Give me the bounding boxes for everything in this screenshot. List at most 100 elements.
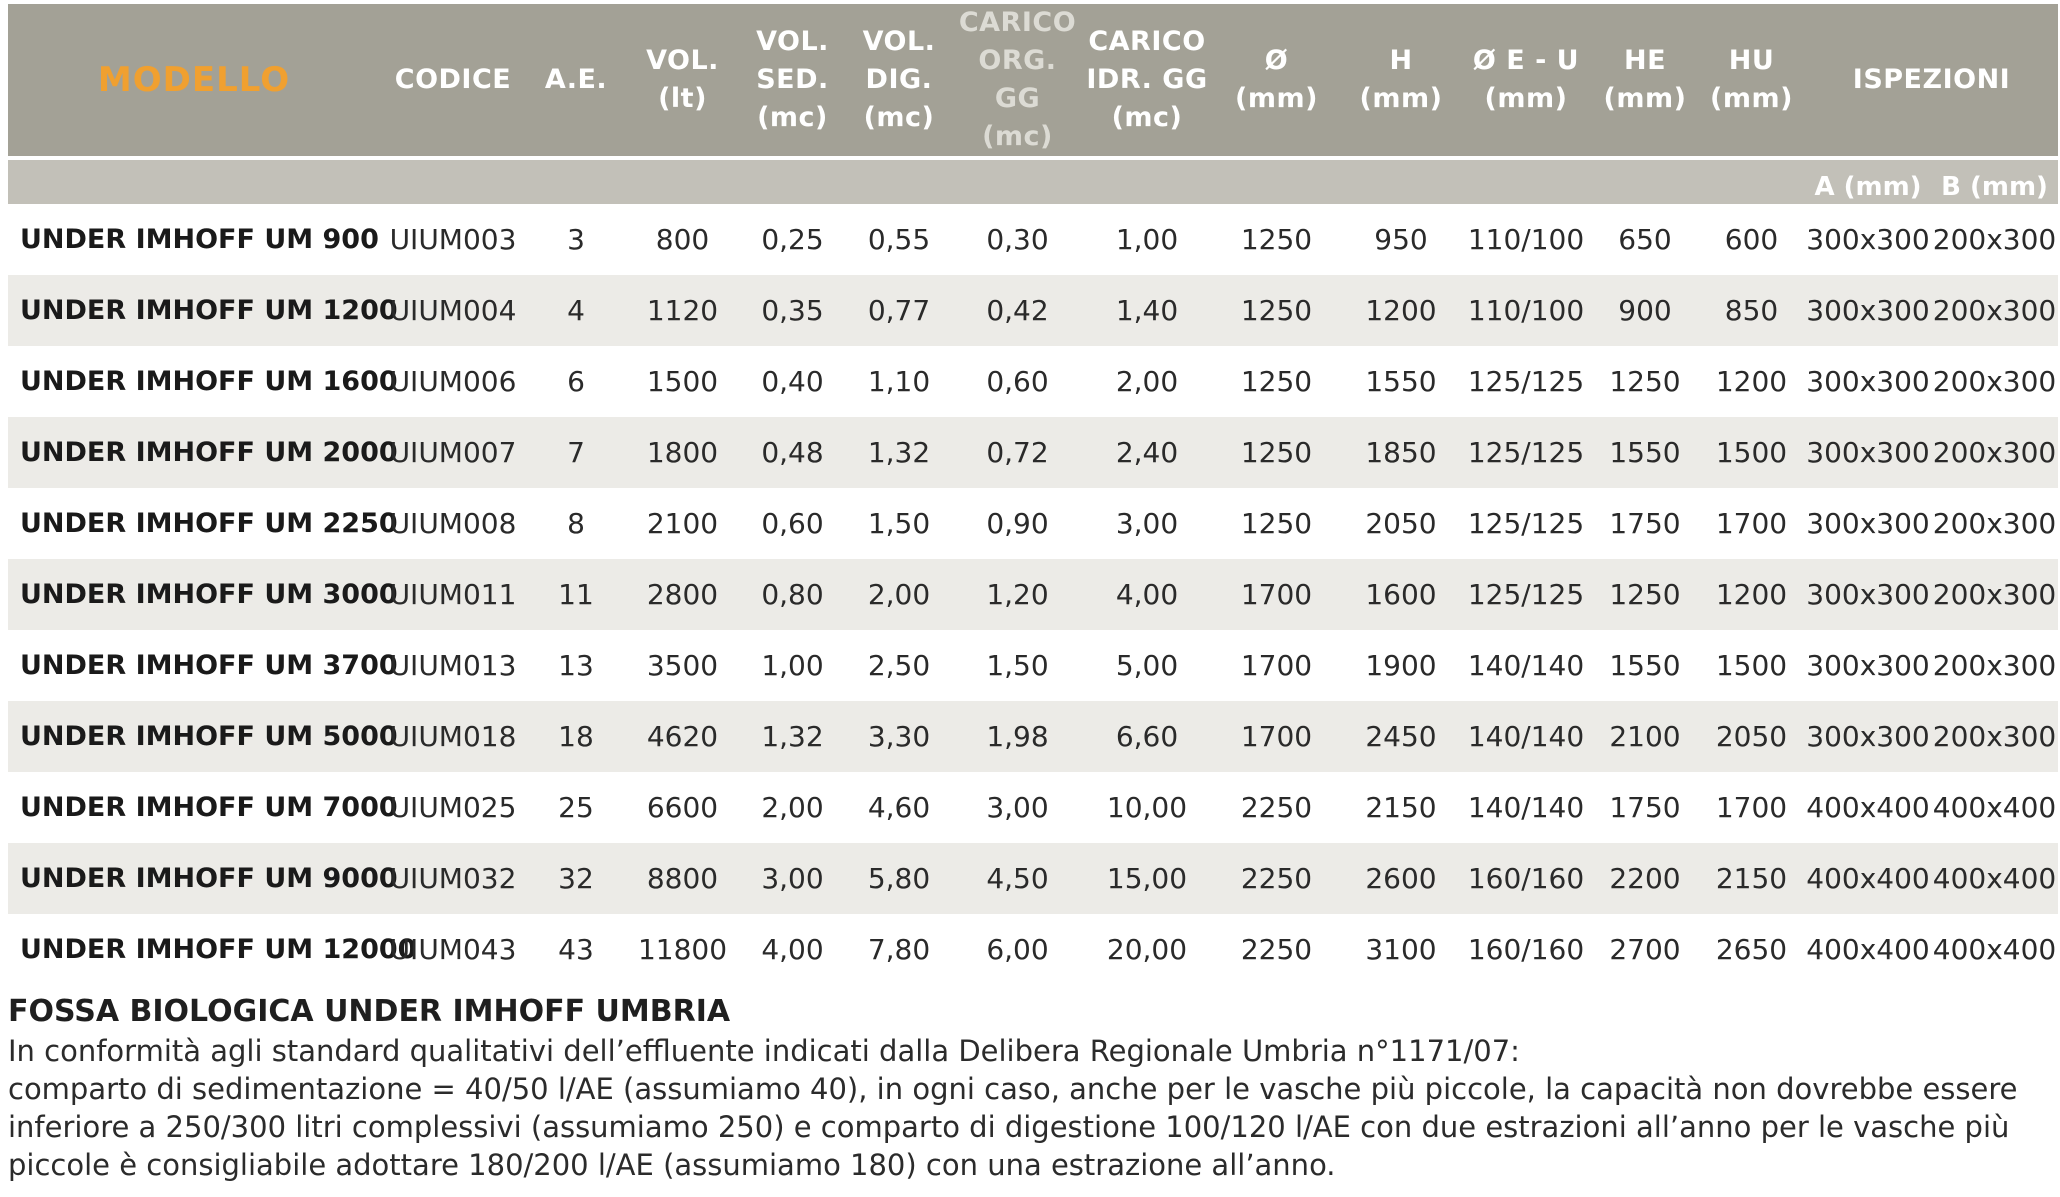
- cell-hu: 2650: [1715, 933, 1788, 966]
- cell-vol-sed: 0,35: [739, 275, 846, 346]
- cell-modello: UNDER IMHOFF UM 1600: [20, 366, 398, 397]
- product-table-container: MODELLO CODICE A.E. VOL. (lt) VOL. SED. …: [8, 4, 2059, 985]
- cell-diameter: 2250: [1240, 791, 1313, 824]
- cell-h: 1200: [1342, 275, 1460, 346]
- cell-diameter: 1700: [1211, 559, 1342, 630]
- cell-h: 1850: [1342, 417, 1460, 488]
- col-header-h: H (mm): [1342, 4, 1460, 156]
- cell-eu: 125/125: [1460, 559, 1592, 630]
- cell-vol-sed: 0,80: [739, 559, 846, 630]
- cell-hu: 1200: [1715, 365, 1788, 398]
- cell-eu: 110/100: [1467, 223, 1585, 256]
- cell-ispezione-b: 400x400: [1931, 843, 2059, 914]
- cell-ae: 6: [567, 365, 585, 398]
- col-header-vol-sed-line3: (mc): [757, 102, 828, 133]
- cell-eu: 125/125: [1460, 417, 1592, 488]
- col-header-hu-line1: HU: [1728, 45, 1775, 76]
- col-header-carico-org-line2: ORG. GG: [978, 45, 1057, 114]
- cell-eu: 140/140: [1460, 701, 1592, 772]
- cell-codice: UIUM043: [389, 933, 517, 966]
- cell-h: 1600: [1342, 559, 1460, 630]
- col-header-carico-idr-line1: CARICO: [1088, 26, 1206, 57]
- cell-h: 2450: [1342, 701, 1460, 772]
- table-row: UNDER IMHOFF UM 2250 UIUM008 8 2100 0,60 1,50…: [8, 488, 2058, 559]
- cell-codice: UIUM025: [389, 791, 517, 824]
- cell-modello: UNDER IMHOFF UM 7000: [20, 792, 398, 823]
- subheader-row: A (mm) B (mm): [8, 160, 2059, 204]
- cell-ae: 7: [526, 417, 626, 488]
- cell-vol: 6600: [646, 791, 719, 824]
- col-header-eu-line1: Ø E - U: [1472, 45, 1580, 76]
- cell-carico-idr: 3,00: [1115, 507, 1179, 540]
- cell-ae: 18: [526, 701, 626, 772]
- cell-modello: UNDER IMHOFF UM 2250: [20, 508, 398, 539]
- cell-vol-sed: 0,25: [761, 223, 824, 256]
- cell-ae: 8: [567, 507, 585, 540]
- cell-diameter: 1250: [1211, 275, 1342, 346]
- table-header: MODELLO CODICE A.E. VOL. (lt) VOL. SED. …: [8, 4, 2059, 204]
- cell-eu: 140/140: [1467, 791, 1585, 824]
- cell-he: 2700: [1609, 933, 1681, 966]
- footer-line: comparto di sedimentazione = 40/50 l/AE …: [8, 1072, 2018, 1106]
- cell-ispezione-b: 200x300: [1931, 275, 2059, 346]
- cell-carico-idr: 1,00: [1115, 223, 1179, 256]
- cell-hu: 1200: [1698, 559, 1805, 630]
- cell-h: 2050: [1365, 507, 1437, 540]
- cell-modello: UNDER IMHOFF UM 12000: [20, 934, 417, 965]
- cell-h: 1900: [1365, 649, 1437, 682]
- cell-diameter: 1700: [1240, 649, 1313, 682]
- cell-carico-org: 0,30: [986, 223, 1049, 256]
- cell-vol-dig: 3,30: [846, 701, 952, 772]
- subheader-spacer: [8, 160, 1805, 204]
- cell-vol-sed: 1,00: [761, 649, 824, 682]
- cell-ae: 4: [526, 275, 626, 346]
- footer-line: inferiore a 250/300 litri complessivi (a…: [8, 1110, 2010, 1144]
- cell-ae: 11: [526, 559, 626, 630]
- cell-codice: UIUM004: [380, 275, 526, 346]
- cell-ispezione-b: 200x300: [1931, 559, 2059, 630]
- cell-ispezione-a: 300x300: [1806, 507, 1930, 540]
- col-header-eu-line2: (mm): [1484, 83, 1568, 114]
- col-header-diameter-line2: (mm): [1235, 83, 1318, 114]
- cell-vol-sed: 4,00: [761, 933, 824, 966]
- col-header-h-line2: (mm): [1359, 83, 1443, 114]
- col-header-ispezioni-b: B (mm): [1931, 160, 2059, 204]
- cell-vol: 1800: [626, 417, 739, 488]
- cell-ae: 3: [567, 223, 585, 256]
- table-row: UNDER IMHOFF UM 12000 UIUM043 43 11800 4,00 7…: [8, 914, 2058, 985]
- col-header-he: HE (mm): [1592, 4, 1698, 156]
- cell-ispezione-a: 300x300: [1806, 223, 1930, 256]
- cell-vol: 3500: [646, 649, 719, 682]
- col-header-carico-idr-line2: IDR. GG: [1086, 64, 1208, 95]
- cell-carico-idr: 2,00: [1115, 365, 1179, 398]
- table-row: UNDER IMHOFF UM 3000 UIUM011 11 2800 0,80 2,0…: [8, 559, 2059, 630]
- col-header-diameter: Ø (mm): [1211, 4, 1342, 156]
- cell-modello: UNDER IMHOFF UM 3700: [20, 650, 398, 681]
- cell-codice: UIUM003: [389, 223, 517, 256]
- cell-he: 1750: [1609, 507, 1681, 540]
- col-header-vol-line2: (lt): [658, 83, 707, 114]
- cell-carico-org: 0,72: [952, 417, 1083, 488]
- cell-carico-idr: 4,00: [1083, 559, 1211, 630]
- cell-he: 1750: [1609, 791, 1681, 824]
- col-header-vol-sed: VOL. SED. (mc): [739, 4, 846, 156]
- cell-h: 2150: [1365, 791, 1437, 824]
- cell-he: 2100: [1592, 701, 1698, 772]
- cell-vol-dig: 7,80: [867, 933, 931, 966]
- cell-ae: 32: [526, 843, 626, 914]
- col-header-ispezioni-a: A (mm): [1805, 160, 1931, 204]
- cell-hu: 1700: [1715, 507, 1788, 540]
- cell-vol: 4620: [626, 701, 739, 772]
- cell-ispezione-a: 300x300: [1805, 701, 1931, 772]
- cell-vol-dig: 1,50: [867, 507, 931, 540]
- cell-ispezione-b: 200x300: [1931, 701, 2059, 772]
- cell-modello: UNDER IMHOFF UM 1200: [8, 275, 398, 346]
- cell-ae: 25: [558, 791, 594, 824]
- cell-ispezione-b: 200x300: [1932, 649, 2057, 682]
- col-header-ispezioni: ISPEZIONI: [1805, 4, 2059, 156]
- product-table: MODELLO CODICE A.E. VOL. (lt) VOL. SED. …: [8, 4, 2059, 985]
- cell-vol-sed: 0,40: [761, 365, 824, 398]
- col-header-carico-org: CARICO ORG. GG (mc): [952, 4, 1083, 156]
- cell-he: 650: [1618, 223, 1672, 256]
- cell-modello: UNDER IMHOFF UM 3000: [8, 559, 398, 630]
